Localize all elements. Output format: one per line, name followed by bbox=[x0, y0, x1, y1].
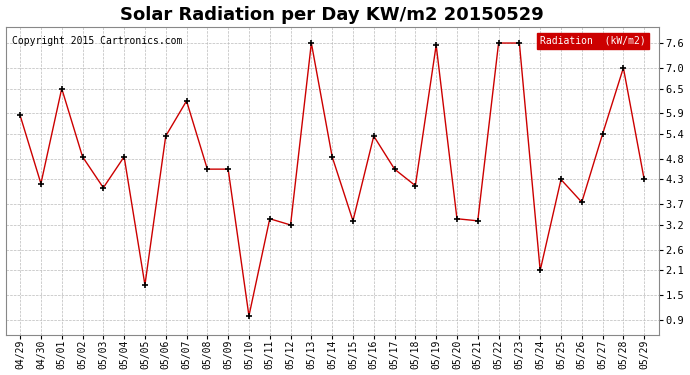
Text: Radiation  (kW/m2): Radiation (kW/m2) bbox=[540, 36, 646, 46]
Title: Solar Radiation per Day KW/m2 20150529: Solar Radiation per Day KW/m2 20150529 bbox=[120, 6, 544, 24]
Text: Copyright 2015 Cartronics.com: Copyright 2015 Cartronics.com bbox=[12, 36, 182, 46]
